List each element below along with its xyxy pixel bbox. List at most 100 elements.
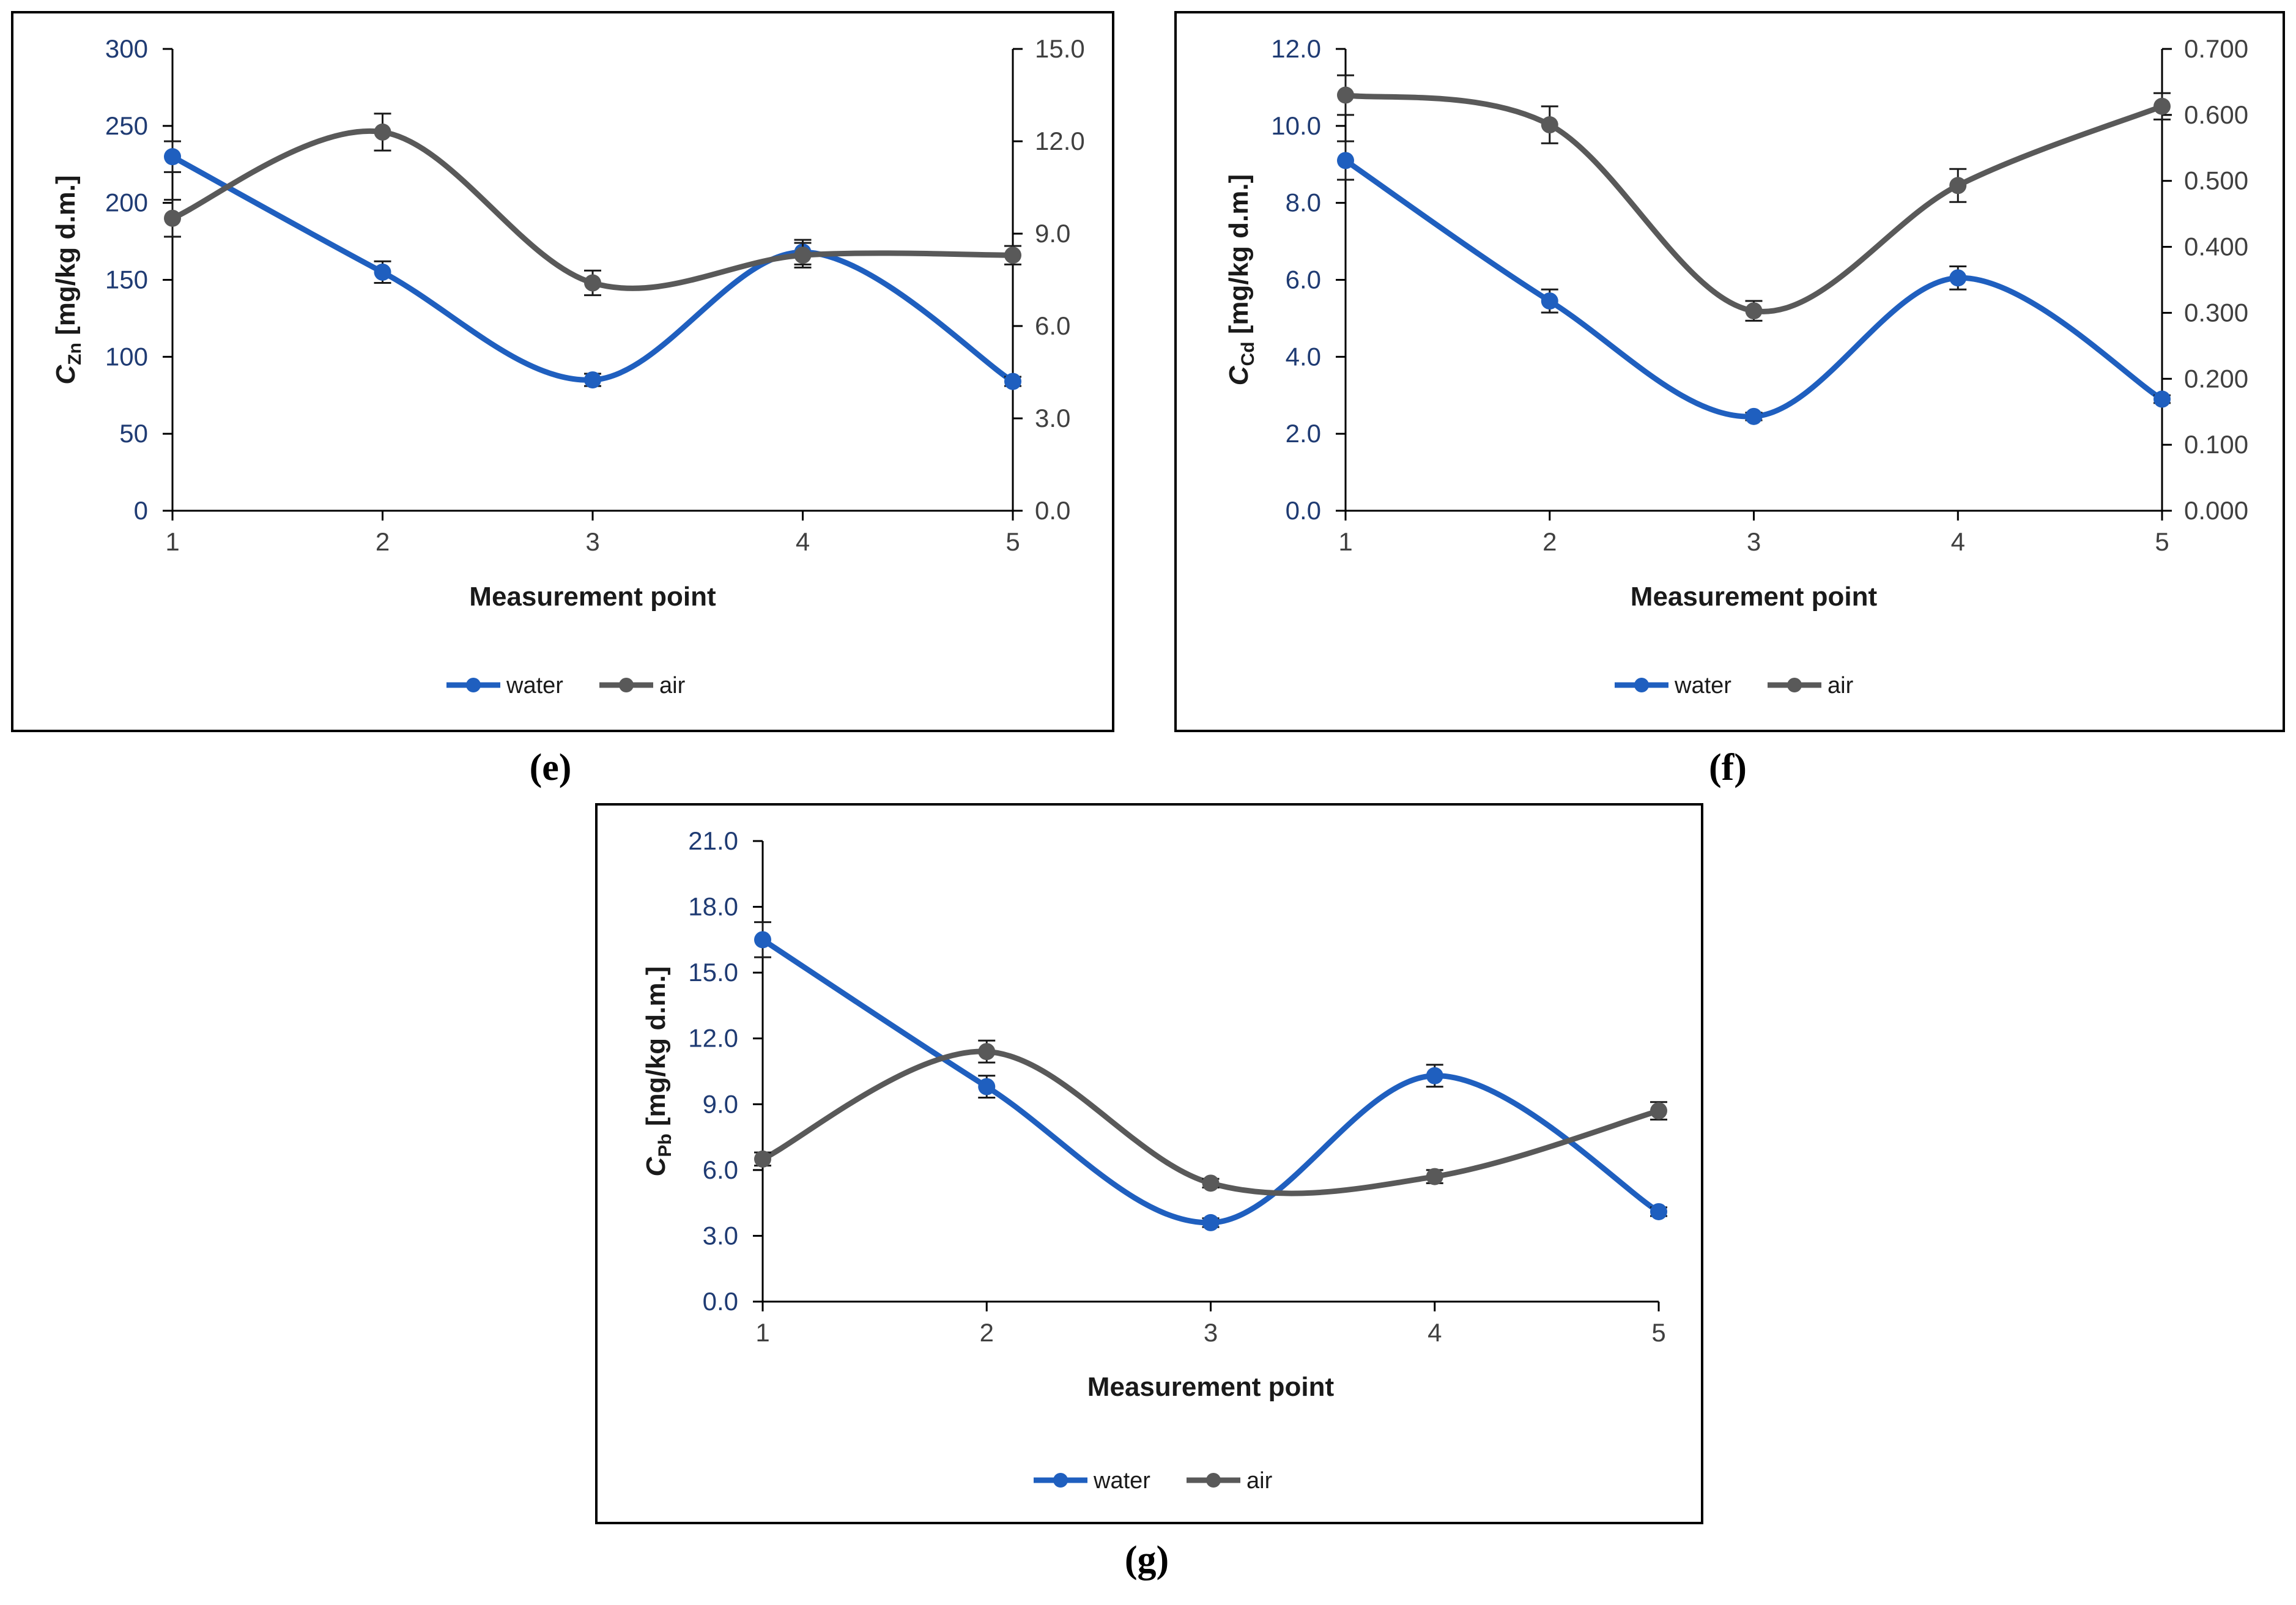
- chart-frame: [595, 803, 1703, 1524]
- y-left-tick-label: 200: [105, 188, 148, 217]
- legend-marker-air: [1787, 678, 1802, 692]
- x-tick-label: 5: [1005, 527, 1020, 556]
- y-left-tick-label: 100: [105, 342, 148, 371]
- y-right-tick-label: 0.300: [2184, 298, 2248, 327]
- y-left-tick-label: 4.0: [1286, 342, 1321, 371]
- x-axis-title: Measurement point: [469, 582, 716, 612]
- legend-label-water: water: [1093, 1468, 1150, 1494]
- chart-panel-e: 0 50 100 150 200 250 300 0.0 3.0 6.0 9.0 12.0 15.0 1 2…: [11, 11, 1114, 732]
- data-point-air: [164, 209, 181, 227]
- data-point-water: [1337, 152, 1354, 169]
- y-right-tick-label: 0.700: [2184, 34, 2248, 63]
- x-tick-label: 3: [1204, 1318, 1218, 1347]
- legend-marker-air: [619, 678, 634, 692]
- x-tick-label: 4: [796, 527, 810, 556]
- chart-frame: [1174, 11, 2285, 732]
- y-left-tick-label: 12.0: [1271, 34, 1321, 63]
- x-tick-label: 4: [1951, 527, 1965, 556]
- y-left-tick-label: 50: [119, 419, 148, 448]
- y-left-tick-label: 6.0: [1286, 265, 1321, 294]
- data-point-water: [1745, 407, 1763, 425]
- y-left-tick-label: 0: [134, 496, 148, 525]
- x-axis-title: Measurement point: [1087, 1372, 1335, 1402]
- y-right-tick-label: 12.0: [1035, 127, 1085, 155]
- series-water: [1337, 140, 2171, 425]
- y-left-tick-label: 8.0: [1286, 188, 1321, 217]
- legend-marker-air: [1206, 1473, 1221, 1488]
- data-point-water: [2153, 390, 2171, 408]
- x-tick-label: 1: [165, 527, 179, 556]
- series-water: [754, 921, 1667, 1231]
- y-left-tick-label: 12.0: [688, 1024, 738, 1053]
- data-point-air: [794, 246, 812, 264]
- data-point-air: [1541, 116, 1558, 134]
- y-left-tick-label: 15.0: [688, 958, 738, 987]
- y-right-tick-label: 0.100: [2184, 430, 2248, 459]
- series-air: [164, 113, 1021, 297]
- y-right-tick-label: 0.0: [1035, 496, 1070, 525]
- data-point-air: [754, 1150, 771, 1168]
- y-right-tick-label: 15.0: [1035, 34, 1085, 63]
- y-right-tick-label: 6.0: [1035, 311, 1070, 340]
- x-tick-label: 3: [585, 527, 599, 556]
- x-axis-title: Measurement point: [1631, 582, 1878, 612]
- y-right-tick-label: 0.200: [2184, 364, 2248, 393]
- x-tick-label: 4: [1428, 1318, 1442, 1347]
- y-left-tick-label: 3.0: [703, 1221, 738, 1250]
- series-air: [1337, 74, 2171, 322]
- data-point-air: [1949, 177, 1967, 195]
- data-point-water: [1949, 269, 1967, 287]
- legend: water air: [446, 673, 686, 699]
- data-point-water: [374, 263, 391, 281]
- y-right-tick-label: 0.600: [2184, 100, 2248, 129]
- data-point-water: [1426, 1067, 1443, 1084]
- y-axis-title: CCd [mg/kg d.m.]: [1224, 174, 1258, 386]
- data-point-air: [584, 274, 601, 292]
- legend-label-air: air: [659, 673, 686, 699]
- data-point-air: [1426, 1168, 1443, 1185]
- panel-label: (e): [530, 747, 572, 788]
- y-axis-title: CPb [mg/kg d.m.]: [641, 966, 675, 1177]
- y-left-tick-label: 0.0: [1286, 496, 1321, 525]
- y-left-tick-label: 18.0: [688, 892, 738, 921]
- x-tick-label: 5: [2155, 527, 2169, 556]
- legend-label-water: water: [1674, 673, 1731, 699]
- y-left-tick-label: 21.0: [688, 826, 738, 855]
- series-air: [754, 1039, 1667, 1196]
- data-point-water: [164, 148, 181, 166]
- legend: water air: [1034, 1468, 1273, 1494]
- y-left-tick-label: 150: [105, 265, 148, 294]
- y-left-tick-label: 0.0: [703, 1287, 738, 1316]
- x-tick-label: 3: [1747, 527, 1761, 556]
- data-point-air: [2153, 97, 2171, 115]
- x-tick-label: 1: [1338, 527, 1352, 556]
- x-tick-label: 2: [376, 527, 390, 556]
- data-point-water: [754, 931, 771, 949]
- panel-label: (f): [1709, 747, 1747, 788]
- legend-marker-water: [1634, 678, 1649, 692]
- data-point-water: [978, 1078, 996, 1095]
- data-point-water: [1541, 292, 1558, 310]
- chart-panel-g: 0.0 3.0 6.0 9.0 12.0 15.0 18.0 21.0 1 2 3 4 5 Measure…: [595, 803, 1703, 1524]
- x-tick-label: 2: [980, 1318, 994, 1347]
- data-point-air: [1745, 302, 1763, 320]
- chart-panel-f: 0.0 2.0 4.0 6.0 8.0 10.0 12.0 0.000 0.100 0.200 0.…: [1174, 11, 2285, 732]
- x-tick-label: 1: [755, 1318, 769, 1347]
- y-left-tick-label: 2.0: [1286, 419, 1321, 448]
- data-point-water: [1202, 1214, 1220, 1231]
- data-point-water: [1650, 1203, 1667, 1220]
- data-point-air: [1650, 1102, 1667, 1120]
- y-left-tick-label: 9.0: [703, 1089, 738, 1118]
- legend-label-air: air: [1246, 1468, 1273, 1494]
- y-left-tick-label: 10.0: [1271, 111, 1321, 140]
- x-tick-label: 2: [1542, 527, 1557, 556]
- legend-marker-water: [466, 678, 481, 692]
- y-left-tick-label: 250: [105, 111, 148, 140]
- y-right-tick-label: 0.500: [2184, 166, 2248, 195]
- data-point-air: [1004, 246, 1021, 264]
- y-right-tick-label: 3.0: [1035, 404, 1070, 432]
- y-right-tick-label: 9.0: [1035, 219, 1070, 248]
- legend-marker-water: [1053, 1473, 1068, 1488]
- panel-label: (g): [1125, 1539, 1169, 1581]
